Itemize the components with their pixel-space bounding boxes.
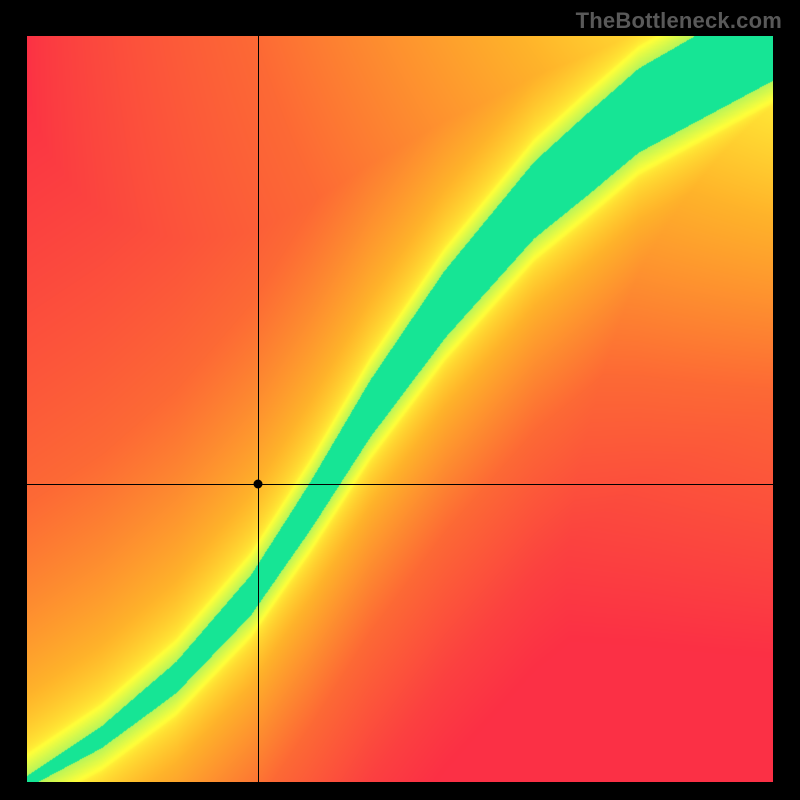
marker-dot <box>254 479 263 488</box>
plot-area <box>27 36 773 782</box>
heatmap-canvas <box>27 36 773 782</box>
crosshair-horizontal <box>27 484 773 485</box>
watermark-text: TheBottleneck.com <box>576 8 782 34</box>
crosshair-vertical <box>258 36 259 782</box>
chart-root: TheBottleneck.com <box>0 0 800 800</box>
